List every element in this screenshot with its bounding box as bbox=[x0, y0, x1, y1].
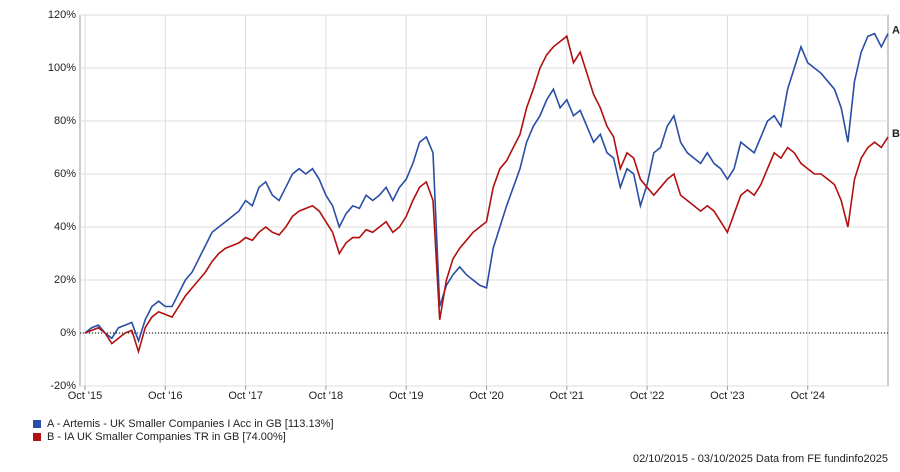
y-tick-label: 60% bbox=[54, 168, 76, 180]
end-label: B bbox=[892, 128, 900, 140]
x-tick-label: Oct '17 bbox=[228, 390, 263, 402]
x-tick-label: Oct '19 bbox=[389, 390, 424, 402]
series-line bbox=[84, 32, 889, 344]
date-range: 02/10/2015 - 03/10/2025 bbox=[633, 453, 753, 465]
x-tick-label: Oct '24 bbox=[790, 390, 825, 402]
y-tick-label: -20% bbox=[50, 380, 76, 392]
legend-label: B - IA UK Smaller Companies TR in GB [74… bbox=[47, 431, 286, 443]
y-tick-label: 120% bbox=[48, 9, 76, 21]
x-tick-label: Oct '22 bbox=[630, 390, 665, 402]
footer: 02/10/2015 - 03/10/2025 Data from FE fun… bbox=[633, 453, 888, 465]
x-tick-label: Oct '21 bbox=[550, 390, 585, 402]
x-tick-label: Oct '16 bbox=[148, 390, 183, 402]
end-label: A bbox=[892, 24, 900, 36]
series-line bbox=[84, 34, 889, 355]
y-tick-label: 40% bbox=[54, 221, 76, 233]
y-tick-label: 20% bbox=[54, 274, 76, 286]
x-tick-label: Oct '15 bbox=[68, 390, 103, 402]
source: Data from FE fundinfo2025 bbox=[756, 453, 888, 465]
legend-swatch bbox=[33, 420, 41, 428]
x-tick-label: Oct '23 bbox=[710, 390, 745, 402]
y-tick-label: 100% bbox=[48, 62, 76, 74]
y-tick-label: 0% bbox=[60, 327, 76, 339]
legend-label: A - Artemis - UK Smaller Companies I Acc… bbox=[47, 418, 334, 430]
plot-frame bbox=[79, 14, 889, 387]
legend-swatch bbox=[33, 433, 41, 441]
y-tick-label: 80% bbox=[54, 115, 76, 127]
x-tick-label: Oct '18 bbox=[309, 390, 344, 402]
x-tick-label: Oct '20 bbox=[469, 390, 504, 402]
